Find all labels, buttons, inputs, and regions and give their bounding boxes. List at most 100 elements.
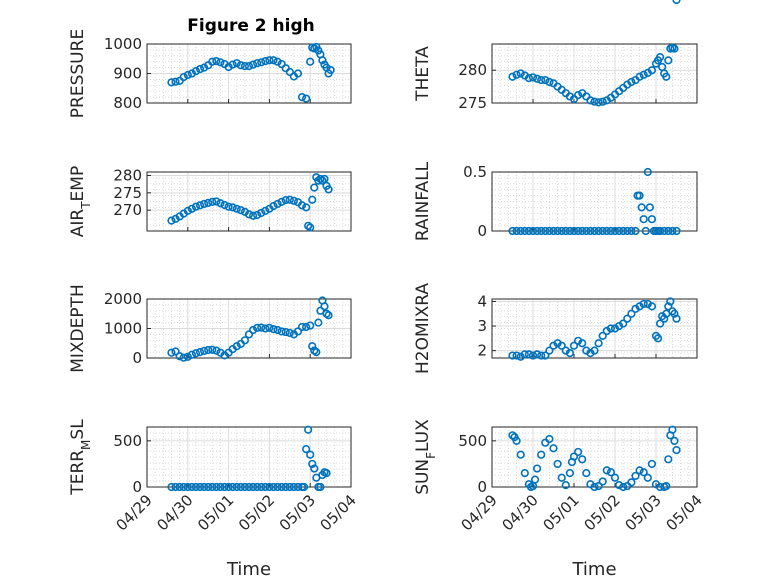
data-point — [257, 323, 266, 332]
data-point — [212, 482, 221, 492]
data-point — [606, 468, 616, 477]
data-point — [183, 482, 192, 492]
data-point — [228, 203, 237, 212]
data-point — [204, 345, 213, 355]
data-point — [200, 63, 209, 72]
data-point — [528, 226, 538, 236]
data-point — [302, 94, 311, 103]
y-tick-label: 1000 — [104, 320, 142, 338]
data-point — [285, 67, 294, 77]
data-point — [578, 339, 587, 348]
data-point — [302, 445, 311, 454]
data-point — [594, 226, 603, 236]
data-point — [619, 226, 628, 236]
x-tick-label: 05/04 — [663, 491, 706, 534]
data-point — [273, 325, 282, 335]
data-point — [175, 482, 184, 492]
data-point — [545, 226, 554, 236]
data-point — [670, 309, 679, 318]
data-point — [614, 226, 624, 236]
data-point — [326, 65, 335, 75]
data-point — [639, 468, 648, 477]
data-point — [594, 98, 603, 107]
data-point — [660, 314, 669, 323]
y-tick-label: 270 — [113, 201, 142, 219]
y-tick-label: 2000 — [104, 290, 142, 308]
data-point — [672, 314, 681, 323]
data-point — [598, 331, 607, 340]
data-point — [557, 473, 566, 482]
data-point — [285, 328, 294, 338]
data-point — [191, 67, 201, 76]
data-point — [590, 226, 599, 236]
axes-box — [491, 298, 698, 359]
y-tick-label: 280 — [113, 166, 142, 184]
data-point — [265, 56, 274, 65]
data-point — [316, 482, 325, 492]
data-point — [528, 351, 538, 360]
data-point — [541, 226, 550, 236]
axes-box — [146, 171, 352, 232]
data-point — [216, 58, 225, 67]
data-point — [586, 226, 595, 236]
data-point — [257, 58, 266, 67]
y-tick-label: 0.5 — [463, 163, 487, 181]
data-point — [672, 445, 681, 455]
x-tick-label: 05/03 — [276, 491, 319, 534]
data-point — [623, 314, 632, 323]
data-point — [590, 482, 599, 492]
data-point — [508, 226, 517, 236]
data-point — [277, 327, 286, 336]
data-point — [167, 348, 176, 357]
y-axis-label: MIXDEPTH — [68, 284, 88, 373]
y-tick-label: 500 — [113, 432, 142, 450]
data-point — [253, 323, 262, 333]
subplot-7: 0 500 TERRMSL 04/2904/3005/0105/0205/0305/0… — [68, 419, 360, 580]
data-point — [637, 203, 646, 212]
data-point — [594, 481, 603, 491]
data-point — [302, 322, 311, 332]
data-point — [606, 324, 616, 333]
y-tick-label: 0 — [477, 478, 487, 496]
data-point — [598, 97, 607, 106]
data-point — [240, 62, 250, 71]
data-point — [179, 482, 188, 492]
data-point — [253, 210, 262, 220]
data-point — [532, 464, 542, 473]
data-point — [537, 351, 546, 360]
data-point — [590, 346, 599, 355]
data-point — [261, 206, 270, 215]
y-tick-label: 500 — [458, 432, 487, 450]
data-point — [573, 447, 583, 457]
data-point — [204, 198, 213, 207]
data-point — [310, 464, 319, 473]
data-point — [220, 200, 229, 210]
data-point — [248, 60, 258, 69]
data-point — [297, 322, 307, 332]
data-point — [598, 226, 607, 236]
data-point — [643, 473, 652, 482]
data-point — [627, 309, 636, 318]
data-point — [253, 482, 262, 492]
data-point — [512, 226, 521, 236]
data-point — [285, 482, 294, 492]
x-tick-label: 04/30 — [499, 491, 542, 534]
data-point — [578, 226, 587, 236]
data-point — [171, 482, 180, 492]
data-point — [655, 319, 665, 328]
data-point — [557, 226, 566, 236]
data-point — [662, 481, 671, 491]
data-point — [299, 482, 309, 492]
data-point — [541, 351, 550, 360]
y-tick-label: 0 — [477, 222, 487, 240]
data-point — [614, 481, 624, 490]
data-point — [228, 482, 237, 492]
data-point — [512, 351, 521, 360]
data-point — [532, 350, 542, 359]
data-point — [208, 57, 217, 66]
y-tick-label: 800 — [113, 94, 142, 112]
data-point — [643, 167, 652, 177]
data-point — [236, 61, 245, 70]
data-point — [322, 469, 331, 478]
